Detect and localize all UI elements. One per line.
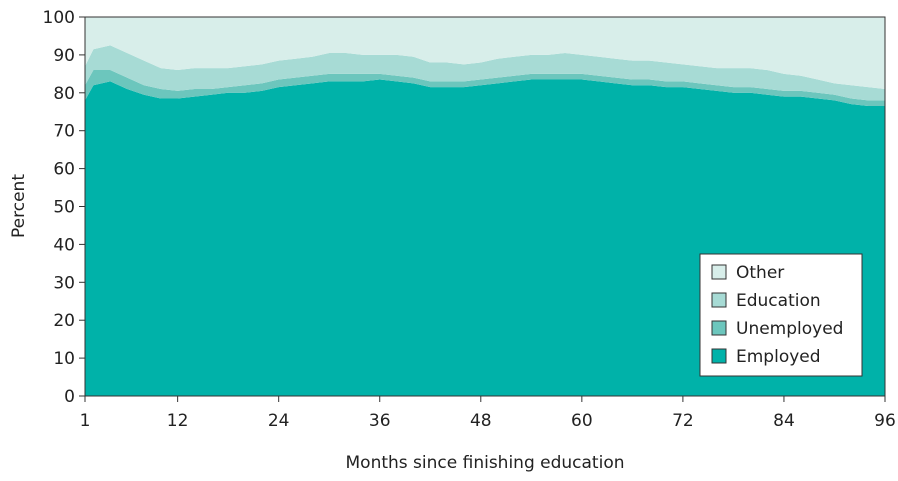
y-tick-label: 70	[53, 122, 75, 142]
legend-label-education: Education	[736, 291, 821, 311]
legend-label-employed: Employed	[736, 347, 821, 367]
x-tick-label: 96	[874, 411, 896, 431]
legend-label-unemployed: Unemployed	[736, 319, 843, 339]
legend-swatch-employed	[711, 348, 727, 364]
area-other	[85, 17, 885, 90]
x-tick-label: 84	[773, 411, 795, 431]
y-tick-label: 20	[53, 311, 75, 331]
legend-swatch-education	[711, 292, 727, 308]
x-axis-title: Months since finishing education	[346, 453, 625, 473]
x-tick-label: 36	[369, 411, 391, 431]
x-tick-label: 60	[571, 411, 593, 431]
x-tick-label: 48	[470, 411, 492, 431]
y-tick-label: 100	[43, 8, 75, 28]
y-axis: 0 10 20 30 40 50 60 70 80 90 100	[43, 8, 85, 407]
areas-layer	[85, 17, 885, 396]
y-tick-label: 30	[53, 273, 75, 293]
legend: Other Education Unemployed Employed	[699, 253, 863, 377]
y-tick-label: 40	[53, 235, 75, 255]
legend-swatch-other	[711, 264, 727, 280]
area-employed	[85, 79, 885, 396]
y-axis-title: Percent	[9, 174, 29, 238]
legend-label-other: Other	[736, 263, 784, 283]
legend-swatch-unemployed	[711, 320, 727, 336]
area-education	[85, 45, 885, 101]
y-tick-label: 0	[64, 387, 75, 407]
x-axis: 1 12 24 36 48 60 72 84 96	[80, 396, 896, 431]
x-tick-label: 12	[167, 411, 189, 431]
area-unemployed	[85, 70, 885, 107]
y-tick-label: 90	[53, 46, 75, 66]
x-tick-label: 72	[672, 411, 694, 431]
y-tick-label: 10	[53, 349, 75, 369]
x-tick-label: 1	[80, 411, 91, 431]
x-tick-label: 24	[268, 411, 290, 431]
y-tick-label: 80	[53, 84, 75, 104]
y-tick-label: 50	[53, 198, 75, 218]
legend-box	[699, 253, 863, 377]
y-tick-label: 60	[53, 160, 75, 180]
